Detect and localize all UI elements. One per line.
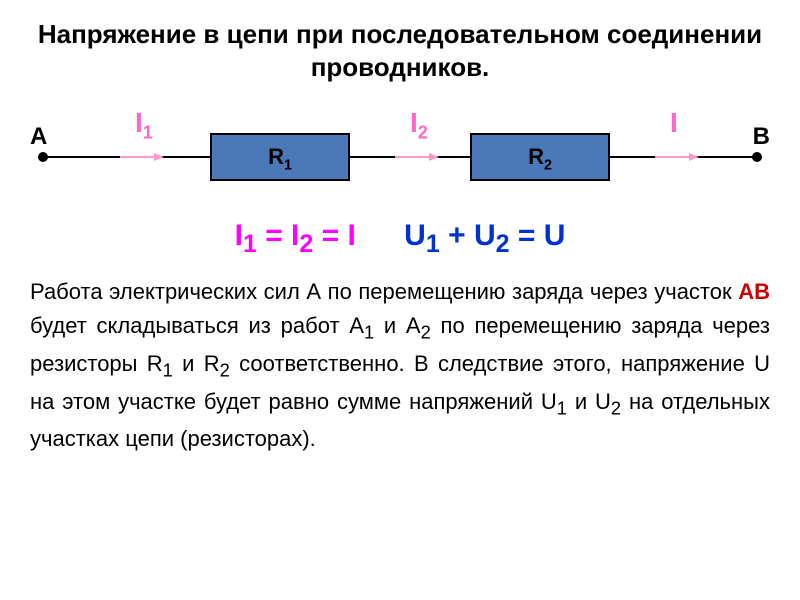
resistor-2-base: R	[528, 144, 544, 169]
resistor-1-base: R	[268, 144, 284, 169]
current-I2-base: I	[410, 107, 418, 138]
resistor-1: R1	[210, 133, 350, 181]
para-AB-highlight: АВ	[738, 279, 770, 304]
circuit-diagram: A B R1 R2 I1 I2 I	[30, 101, 770, 211]
equation-voltage: U1 + U2 = U	[404, 219, 565, 252]
arrow-2-icon	[395, 151, 439, 163]
current-I2-label: I2	[410, 107, 428, 144]
equations-row: I1 = I2 = I U1 + U2 = U	[30, 219, 770, 259]
resistor-2: R2	[470, 133, 610, 181]
body-paragraph: Работа электрических сил А по перемещени…	[30, 275, 770, 457]
para-part-1: Работа электрических сил А по перемещени…	[30, 279, 738, 304]
current-I1-label: I1	[135, 107, 153, 144]
para-part-2: будет складываться из работ А1 и А2 по п…	[30, 313, 770, 451]
arrow-1-icon	[120, 151, 164, 163]
current-I2-sub: 2	[418, 123, 428, 143]
resistor-1-sub: 1	[284, 157, 292, 173]
resistor-2-sub: 2	[544, 157, 552, 173]
terminal-B-label: B	[753, 123, 770, 151]
current-I-label: I	[670, 107, 678, 139]
equation-current: I1 = I2 = I	[235, 219, 356, 252]
terminal-A-label: A	[30, 123, 47, 151]
current-I1-base: I	[135, 107, 143, 138]
terminal-B-dot	[752, 152, 762, 162]
terminal-A-dot	[38, 152, 48, 162]
current-I1-sub: 1	[143, 123, 153, 143]
arrow-3-icon	[655, 151, 699, 163]
page-title: Напряжение в цепи при последовательном с…	[30, 18, 770, 83]
